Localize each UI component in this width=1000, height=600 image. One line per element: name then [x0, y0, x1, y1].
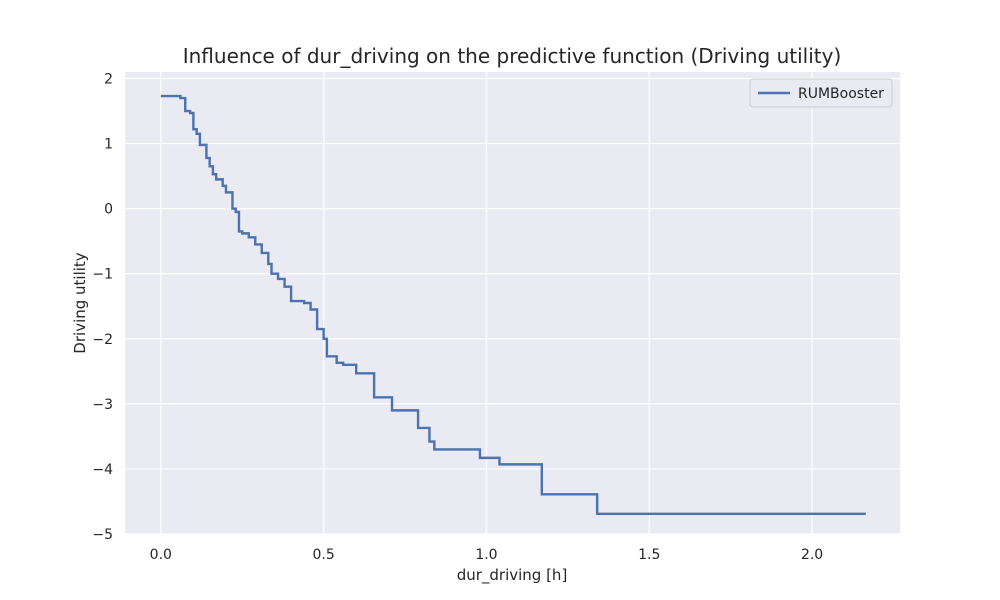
- y-tick-label: 0: [104, 202, 113, 218]
- y-tick-label: −1: [92, 267, 113, 283]
- grid-lines: [125, 72, 900, 535]
- x-tick-label: 1.0: [475, 547, 497, 563]
- x-axis-label: dur_driving [h]: [457, 566, 568, 585]
- y-tick-labels: 2 1 0 −1 −2 −3 −4 −5: [92, 72, 113, 543]
- legend-label-rumbooster: RUMBooster: [798, 86, 884, 102]
- series-line-rumbooster: [160, 94, 866, 516]
- x-tick-label: 0.0: [150, 547, 172, 563]
- y-axis-label: Driving utility: [71, 252, 89, 353]
- x-tick-label: 1.5: [638, 547, 660, 563]
- plot-area: [125, 72, 900, 534]
- y-tick-label: −5: [92, 527, 113, 543]
- y-tick-label: 1: [104, 137, 113, 153]
- y-tick-label: −3: [92, 397, 113, 413]
- legend-box: [749, 78, 893, 108]
- y-tick-label: −4: [92, 462, 113, 478]
- y-tick-label: 2: [104, 72, 113, 88]
- x-tick-labels: 0.0 0.5 1.0 1.5 2.0: [150, 547, 824, 563]
- chart-title: Influence of dur_driving on the predicti…: [183, 44, 842, 68]
- legend: RUMBooster: [749, 78, 893, 108]
- y-tick-label: −2: [92, 332, 113, 348]
- x-tick-label: 2.0: [801, 547, 823, 563]
- x-tick-label: 0.5: [313, 547, 335, 563]
